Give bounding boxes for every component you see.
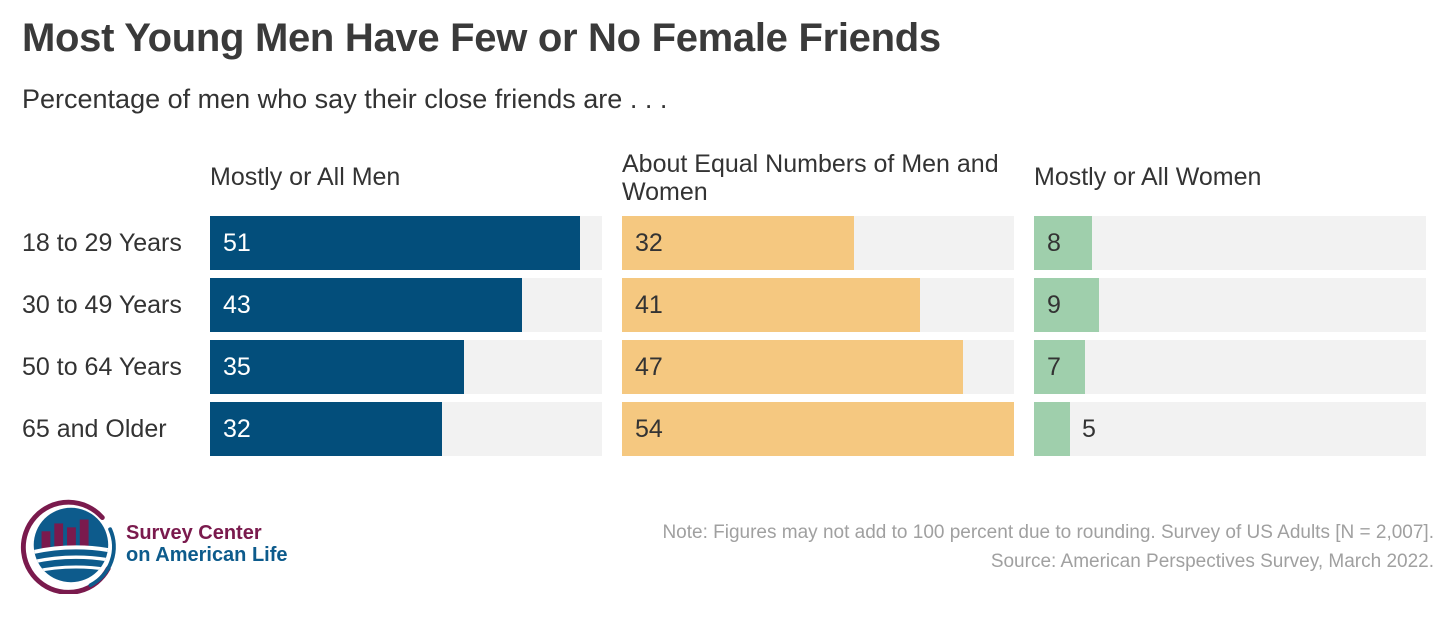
bar xyxy=(1034,216,1092,270)
chart-title: Most Young Men Have Few or No Female Fri… xyxy=(22,16,941,60)
bar xyxy=(210,402,442,456)
survey-center-logo-icon xyxy=(20,499,116,594)
row-label: 30 to 49 Years xyxy=(22,291,182,319)
bar-track: 32 xyxy=(210,402,602,456)
bar-track: 7 xyxy=(1034,340,1426,394)
bar-track: 35 xyxy=(210,340,602,394)
data-label: 5 xyxy=(1082,415,1096,443)
row-label: 18 to 29 Years xyxy=(22,229,182,257)
panel-header: Mostly or All Women xyxy=(1034,163,1262,191)
bar-track: 9 xyxy=(1034,278,1426,332)
bar xyxy=(210,340,464,394)
data-label: 51 xyxy=(223,229,251,257)
bar xyxy=(1034,402,1070,456)
bar-track: 43 xyxy=(210,278,602,332)
organization-name: Survey Center on American Life xyxy=(126,522,288,566)
bar-track: 5 xyxy=(1034,402,1426,456)
data-label: 54 xyxy=(635,415,663,443)
row-label: 50 to 64 Years xyxy=(22,353,182,381)
data-label: 47 xyxy=(635,353,663,381)
note-text: Note: Figures may not add to 100 percent… xyxy=(662,522,1434,543)
bar xyxy=(1034,278,1099,332)
footnote: Note: Figures may not add to 100 percent… xyxy=(662,518,1434,576)
chart-area: 18 to 29 Years 30 to 49 Years 50 to 64 Yea… xyxy=(22,150,1426,456)
data-label: 41 xyxy=(635,291,663,319)
bar-track: 32 xyxy=(622,216,1014,270)
bar xyxy=(622,278,920,332)
source-text: Source: American Perspectives Survey, Ma… xyxy=(990,551,1434,572)
bar-track: 8 xyxy=(1034,216,1426,270)
bar xyxy=(622,402,1014,456)
logo-text-line1: Survey Center xyxy=(126,522,262,544)
data-label: 43 xyxy=(223,291,251,319)
panel-header: About Equal Numbers of Men and Women xyxy=(622,150,999,206)
data-label: 7 xyxy=(1047,353,1061,381)
panel-header: Mostly or All Men xyxy=(210,163,401,191)
bar xyxy=(622,340,963,394)
data-label: 32 xyxy=(223,415,251,443)
bar-track: 54 xyxy=(622,402,1014,456)
bar-track: 51 xyxy=(210,216,602,270)
bar xyxy=(210,278,522,332)
row-label: 65 and Older xyxy=(22,415,167,443)
bar-track: 47 xyxy=(622,340,1014,394)
data-label: 8 xyxy=(1047,229,1061,257)
data-label: 35 xyxy=(223,353,251,381)
data-label: 9 xyxy=(1047,291,1061,319)
data-label: 32 xyxy=(635,229,663,257)
bar-track: 41 xyxy=(622,278,1014,332)
bar xyxy=(1034,340,1085,394)
bar xyxy=(622,216,854,270)
logo-text-line2: on American Life xyxy=(126,544,288,566)
bar xyxy=(210,216,580,270)
chart-subtitle: Percentage of men who say their close fr… xyxy=(22,84,668,114)
